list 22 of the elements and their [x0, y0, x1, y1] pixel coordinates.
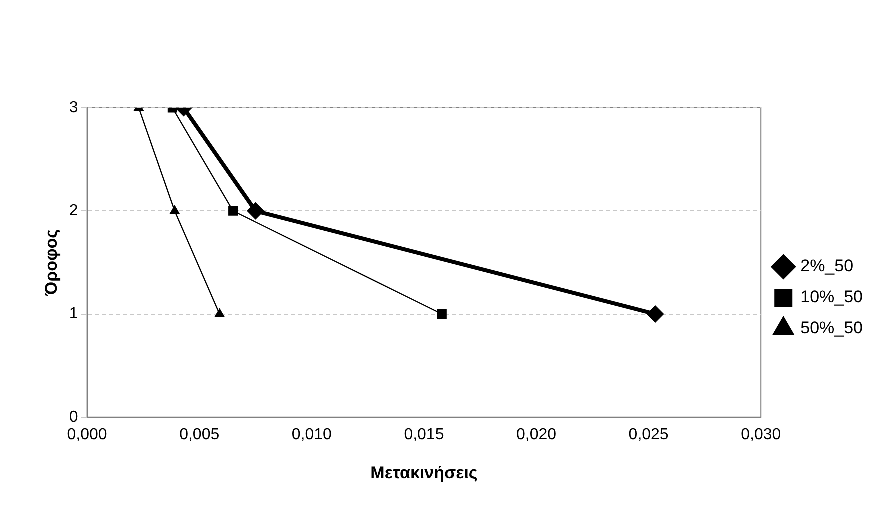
- legend-label: 50%_50: [800, 318, 863, 338]
- x-tick-label: 0,030: [741, 426, 782, 444]
- y-axis-title: Όροφος: [42, 229, 61, 297]
- point: [228, 206, 238, 216]
- y-tick-label: 1: [69, 306, 78, 323]
- point: [247, 202, 264, 220]
- legend-label: 10%_50: [800, 288, 863, 307]
- x-axis-title: Μετακινήσεις: [370, 463, 478, 482]
- point: [647, 306, 664, 323]
- y-tick-label: 2: [69, 202, 78, 220]
- legend-label: 2%_50: [800, 256, 854, 276]
- x-tick-label: 0,015: [404, 426, 444, 444]
- y-tick-label: 3: [69, 99, 78, 116]
- x-tick-label: 0,020: [516, 426, 557, 444]
- point: [170, 206, 180, 214]
- x-tick-label: 0,025: [628, 426, 669, 444]
- x-tick-label: 0,005: [180, 426, 220, 444]
- x-tick-label: 0,010: [292, 426, 332, 444]
- x-tick-label: 0,000: [67, 426, 108, 444]
- point: [214, 308, 225, 318]
- point: [437, 310, 447, 320]
- y-tick-label: 0: [69, 408, 78, 426]
